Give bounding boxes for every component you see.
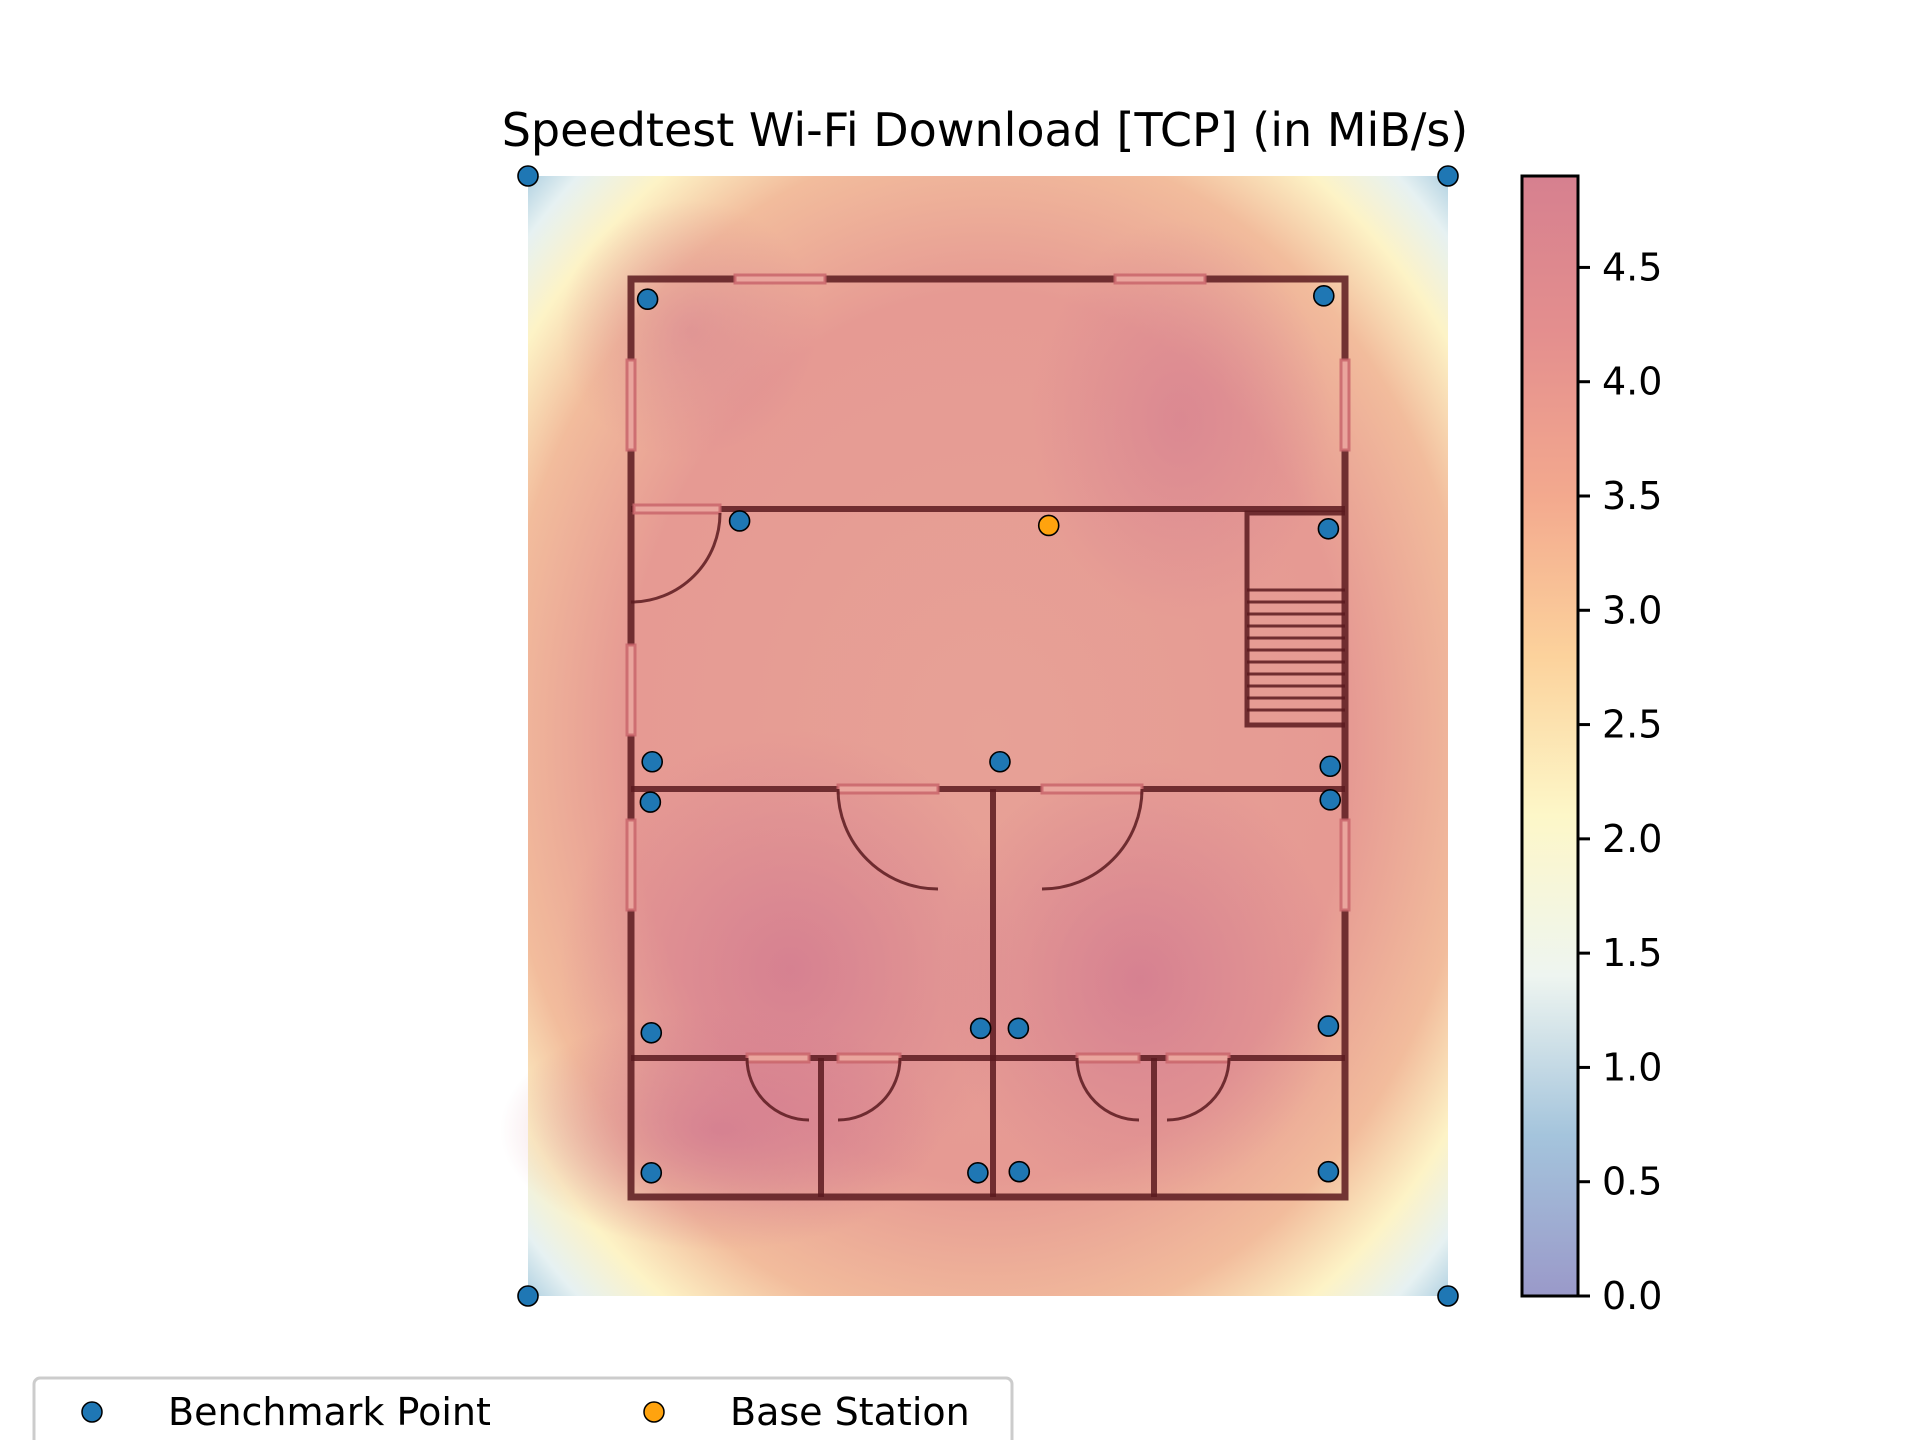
- benchmark-point: [636, 288, 659, 311]
- colorbar-tick-label: 1.5: [1602, 931, 1662, 975]
- benchmark-point: [989, 750, 1011, 773]
- benchmark-point: [1007, 1017, 1030, 1040]
- benchmark-point: [517, 165, 539, 187]
- benchmark-point: [640, 1162, 663, 1184]
- legend-marker-benchmark: [81, 1401, 103, 1423]
- benchmark-point: [1317, 517, 1340, 540]
- floor-plan: [625, 273, 1351, 1201]
- colorbar-tick-label: 0.0: [1602, 1274, 1662, 1318]
- benchmark-point: [517, 1285, 539, 1307]
- benchmark-point: [728, 510, 751, 532]
- benchmark-point: [641, 750, 664, 773]
- stairwell: [1244, 510, 1345, 728]
- legend: Benchmark Point Base Station: [32, 1376, 1014, 1440]
- benchmark-point: [1008, 1160, 1031, 1183]
- heatmap-hot-zones: [500, 200, 1340, 1250]
- benchmark-point: [1317, 1015, 1340, 1037]
- colorbar-tick-label: 1.0: [1602, 1045, 1662, 1089]
- benchmark-point: [1317, 1160, 1340, 1183]
- benchmark-point: [1437, 1285, 1459, 1307]
- windows: [625, 273, 1351, 1064]
- chart-title: Speedtest Wi-Fi Download [TCP] (in MiB/s…: [502, 103, 1469, 157]
- colorbar-tick-label: 3.5: [1602, 474, 1662, 518]
- colorbar-tick-label: 3.0: [1602, 588, 1662, 632]
- base-station-points: [1037, 514, 1060, 537]
- colorbar-ticks: 0.0 0.5 1.0 1.5 2.0 2.5 3.0 3.5 4.0 4.5: [1578, 245, 1662, 1318]
- base-station-point: [1037, 514, 1060, 537]
- colorbar-tick-label: 0.5: [1602, 1160, 1662, 1204]
- legend-label-benchmark: Benchmark Point: [168, 1390, 491, 1434]
- stair-steps: [1247, 588, 1345, 712]
- colorbar-tick-label: 4.0: [1602, 360, 1662, 404]
- benchmark-point: [1319, 755, 1342, 778]
- legend-frame: [32, 1376, 1014, 1440]
- colorbar: 0.0 0.5 1.0 1.5 2.0 2.5 3.0 3.5 4.0 4.5: [1520, 174, 1662, 1318]
- plot-area: [500, 165, 1459, 1307]
- outer-wall: [627, 275, 1349, 1201]
- benchmark-point: [1313, 285, 1335, 307]
- benchmark-point: [1437, 165, 1459, 187]
- benchmark-point: [639, 791, 662, 813]
- colorbar-tick-label: 2.5: [1602, 703, 1662, 747]
- colorbar-gradient: [1520, 174, 1580, 1298]
- colorbar-tick-label: 4.5: [1602, 245, 1662, 289]
- benchmark-point: [969, 1017, 992, 1040]
- legend-label-base-station: Base Station: [730, 1390, 970, 1434]
- benchmark-point: [967, 1162, 989, 1184]
- legend-marker-base-station: [643, 1401, 665, 1423]
- benchmark-point: [640, 1022, 663, 1044]
- door-arcs: [630, 512, 1231, 1122]
- benchmark-point: [1319, 789, 1342, 811]
- benchmark-points: [517, 165, 1459, 1307]
- colorbar-tick-label: 2.0: [1602, 817, 1662, 861]
